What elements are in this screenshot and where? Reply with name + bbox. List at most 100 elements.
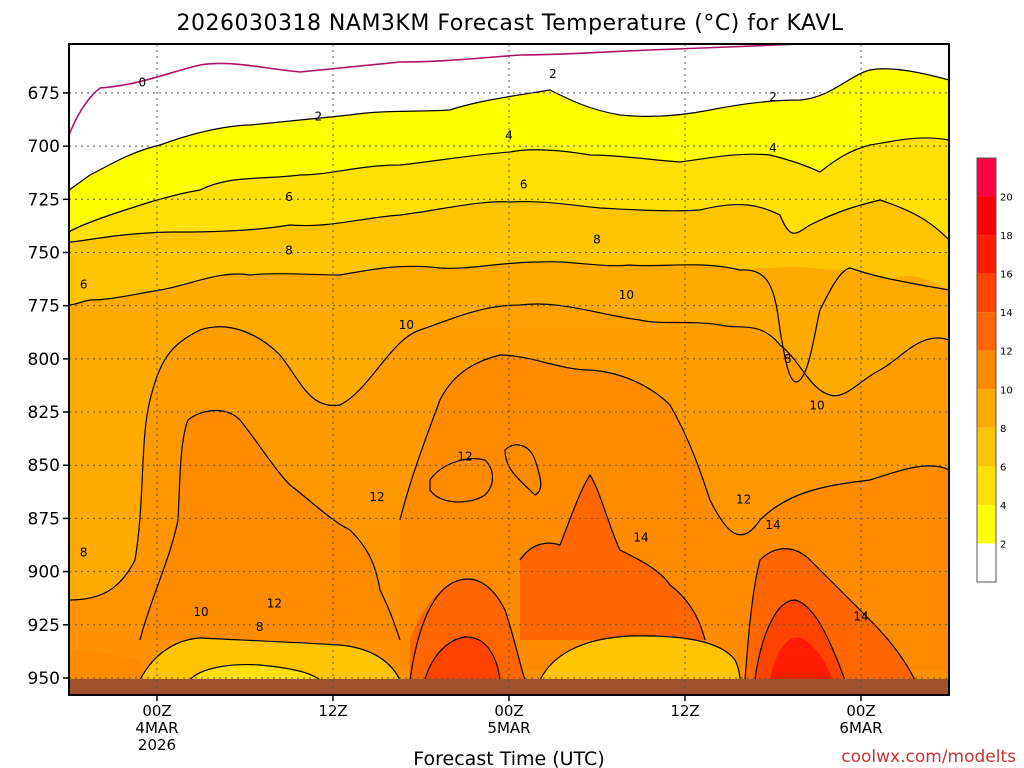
x-tick-label: 00Z <box>494 702 523 720</box>
band-14-16-a <box>520 475 705 640</box>
contour-label: 6 <box>80 277 88 291</box>
colorbar-swatch <box>977 543 996 582</box>
colorbar-label: 20 <box>1000 193 1013 204</box>
colorbar-label: 6 <box>1000 462 1006 473</box>
y-tick-label: 725 <box>28 190 60 210</box>
contour-label: 10 <box>193 605 208 619</box>
y-tick-label: 900 <box>28 563 60 583</box>
contour-6-low <box>189 663 321 681</box>
colorbar-swatch <box>977 427 996 467</box>
contour-label: 0 <box>139 75 147 89</box>
y-tick-label: 700 <box>28 137 60 157</box>
colorbar-swatch <box>977 504 996 544</box>
credit-link[interactable]: coolwx.com/modelts <box>841 747 1016 767</box>
y-tick-label: 925 <box>28 616 60 636</box>
contour-8 <box>69 261 949 383</box>
x-tick-label: 2026 <box>138 736 176 754</box>
contour-2 <box>69 68 949 191</box>
x-tick-label: 12Z <box>670 702 699 720</box>
contour-label: 8 <box>80 545 88 559</box>
colorbar-swatch <box>977 158 996 197</box>
contour-12-island-a <box>429 458 494 503</box>
contour-label: 12 <box>369 490 384 504</box>
contour-4 <box>69 137 949 233</box>
contour-label: 14 <box>853 609 868 623</box>
colorbar-swatch <box>977 196 996 236</box>
band-low-cool-a <box>140 638 400 680</box>
colorbar-label: 16 <box>1000 270 1013 281</box>
contour-label: 12 <box>457 450 472 464</box>
contour-label: 10 <box>619 288 634 302</box>
contour-label: 4 <box>769 141 777 155</box>
band-low-cool-c <box>540 635 740 680</box>
colorbar-label: 14 <box>1000 308 1013 319</box>
contour-label: 2 <box>769 90 777 104</box>
contour-0 <box>69 44 949 136</box>
colorbar: 2 4 6 8 10 12 14 16 18 20 <box>976 157 1013 583</box>
contour-label: 2 <box>315 109 323 123</box>
contour-8-low-b <box>539 635 741 681</box>
contour-label: 14 <box>765 518 780 532</box>
y-tick-label: 950 <box>28 669 60 689</box>
contour-6 <box>69 199 949 243</box>
band-below-0 <box>69 44 949 135</box>
y-tick-label: 825 <box>28 403 60 423</box>
x-tick-label: 12Z <box>318 702 347 720</box>
colorbar-swatch <box>977 273 996 313</box>
y-tick-label: 675 <box>28 84 60 104</box>
contour-lines <box>69 68 949 681</box>
contour-label: 14 <box>633 531 648 545</box>
y-tick-label: 775 <box>28 297 60 317</box>
y-tick-label: 875 <box>28 509 60 529</box>
band-12-14-a <box>140 410 400 640</box>
contour-8-low <box>139 637 401 681</box>
contour-12b <box>399 354 949 536</box>
contour-label: 2 <box>549 67 557 81</box>
colorbar-frame <box>976 157 997 583</box>
x-tick-label: 00Z <box>142 702 171 720</box>
contour-12-island-b <box>504 444 542 496</box>
chart-title: 2026030318 NAM3KM Forecast Temperature (… <box>176 11 843 36</box>
colorbar-swatch <box>977 312 996 351</box>
contour-label: 10 <box>809 399 824 413</box>
y-tick-label: 800 <box>28 350 60 370</box>
contour-label: 6 <box>285 190 293 204</box>
colorbar-label: 2 <box>1000 539 1006 550</box>
x-axis-title: Forecast Time (UTC) <box>413 748 604 768</box>
colorbar-swatch <box>977 235 996 274</box>
band-low-cool-b <box>190 664 320 680</box>
x-tick-label: 5MAR <box>487 719 530 737</box>
colorbar-swatch <box>977 466 996 505</box>
contour-14c <box>744 548 916 681</box>
y-tick-label: 850 <box>28 456 60 476</box>
contour-10 <box>69 303 949 601</box>
contour-label: 8 <box>784 352 792 366</box>
y-tick-label: 750 <box>28 243 60 263</box>
y-axis: 675 700 725 750 775 800 825 850 875 900 925 950 <box>28 84 69 689</box>
contour-label: 8 <box>593 233 601 247</box>
contour-14b <box>409 578 526 681</box>
grid-lines <box>69 44 949 695</box>
contour-label: 10 <box>399 318 414 332</box>
x-tick-label: 6MAR <box>839 719 882 737</box>
contour-14a <box>519 473 706 641</box>
contour-16 <box>424 636 501 681</box>
contour-16b <box>754 599 846 681</box>
colorbar-label: 18 <box>1000 231 1013 242</box>
contour-label: 8 <box>256 620 264 634</box>
contour-label: 12 <box>267 597 282 611</box>
colorbar-swatch <box>977 389 996 428</box>
contour-label: 4 <box>505 128 513 142</box>
colorbar-label: 4 <box>1000 501 1006 512</box>
contour-label: 8 <box>285 243 293 257</box>
colorbar-label: 10 <box>1000 385 1013 396</box>
colorbar-label: 12 <box>1000 347 1013 358</box>
band-low-cool-d <box>69 650 140 680</box>
x-tick-label: 00Z <box>846 702 875 720</box>
contour-labels: 0 2 2 2 4 4 6 6 6 8 8 8 8 8 10 10 10 10 12 12 12 12 14 14 14 <box>80 67 869 634</box>
contour-12a <box>139 410 401 641</box>
x-tick-label: 4MAR <box>135 719 178 737</box>
band-0-2 <box>69 44 949 190</box>
